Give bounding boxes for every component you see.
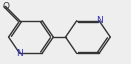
Text: N: N xyxy=(16,49,23,58)
Text: O: O xyxy=(2,2,9,11)
Text: N: N xyxy=(96,16,102,25)
